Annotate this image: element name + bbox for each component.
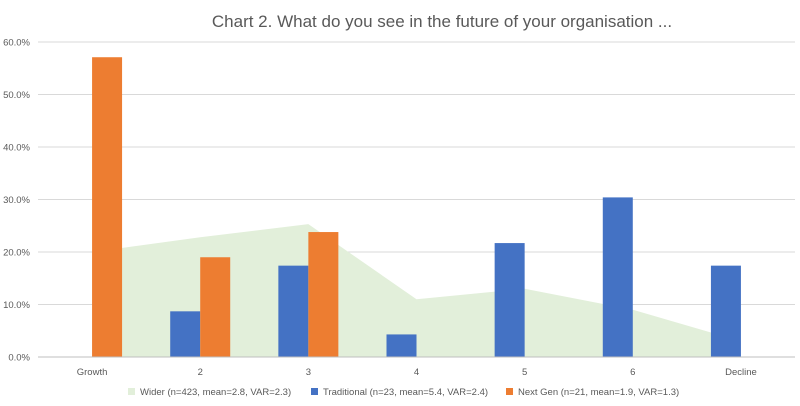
y-tick-label: 50.0%: [3, 90, 30, 101]
bar-traditional: [602, 197, 633, 357]
legend: Wider (n=423, mean=2.8, VAR=2.3) Traditio…: [128, 387, 679, 398]
bar-traditional: [494, 243, 525, 357]
bar-next-gen: [200, 257, 231, 357]
legend-label: Next Gen (n=21, mean=1.9, VAR=1.3): [518, 387, 679, 398]
bar-traditional: [278, 265, 309, 357]
y-tick-label: 30.0%: [3, 195, 30, 206]
x-tick-label: 4: [414, 367, 419, 378]
bar-traditional: [386, 334, 417, 357]
legend-swatch: [311, 388, 318, 395]
x-tick-label: Growth: [77, 367, 108, 378]
legend-label: Wider (n=423, mean=2.8, VAR=2.3): [140, 387, 291, 398]
y-tick-label: 0.0%: [8, 353, 30, 364]
y-tick-label: 10.0%: [3, 300, 30, 311]
y-tick-label: 60.0%: [3, 38, 30, 49]
y-tick-label: 20.0%: [3, 248, 30, 259]
x-tick-label: 5: [522, 367, 527, 378]
area-series-layer: [92, 224, 741, 357]
bar-next-gen: [308, 232, 339, 357]
axis-layer: 0.0% 10.0% 20.0% 30.0% 40.0% 50.0% 60.0% Growth…: [3, 38, 795, 378]
bar-next-gen: [92, 57, 123, 357]
y-tick-label: 40.0%: [3, 143, 30, 154]
area-series-wider: [92, 224, 741, 357]
legend-swatch: [506, 388, 513, 395]
x-tick-label: 3: [306, 367, 311, 378]
x-tick-label: 6: [630, 367, 635, 378]
bar-series-layer: [92, 57, 741, 357]
bar-traditional: [710, 265, 741, 357]
bar-traditional: [170, 311, 201, 357]
legend-swatch: [128, 388, 135, 395]
legend-label: Traditional (n=23, mean=5.4, VAR=2.4): [323, 387, 488, 398]
x-tick-label: 2: [198, 367, 203, 378]
chart-title: Chart 2. What do you see in the future o…: [212, 12, 672, 31]
x-tick-label: Decline: [725, 367, 757, 378]
